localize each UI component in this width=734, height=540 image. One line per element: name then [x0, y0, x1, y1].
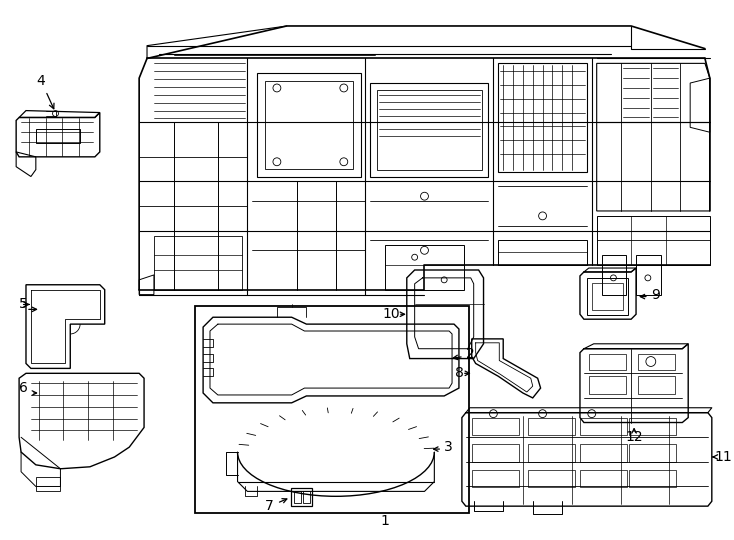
Bar: [528, 444, 575, 462]
Bar: [291, 489, 313, 506]
Bar: [638, 354, 675, 370]
Bar: [589, 376, 626, 394]
Bar: [36, 129, 80, 143]
Text: 8: 8: [455, 366, 464, 380]
Bar: [580, 470, 627, 488]
Bar: [629, 417, 677, 435]
Bar: [592, 283, 623, 310]
Text: 7: 7: [265, 499, 274, 513]
Bar: [580, 444, 627, 462]
Bar: [472, 444, 519, 462]
Bar: [589, 354, 626, 370]
Text: 10: 10: [382, 307, 400, 321]
Text: 2: 2: [466, 347, 475, 361]
Text: 12: 12: [625, 430, 643, 444]
Bar: [472, 417, 519, 435]
Text: 5: 5: [18, 298, 27, 312]
Text: 11: 11: [715, 450, 733, 464]
Text: 6: 6: [18, 381, 27, 395]
Bar: [528, 470, 575, 488]
Bar: [587, 278, 628, 315]
Bar: [638, 376, 675, 394]
Bar: [195, 306, 469, 513]
Text: 9: 9: [651, 288, 660, 302]
Text: 4: 4: [37, 74, 45, 88]
Text: 1: 1: [381, 514, 390, 528]
Bar: [294, 491, 300, 503]
Text: 3: 3: [444, 440, 453, 454]
Bar: [303, 491, 310, 503]
Bar: [629, 444, 677, 462]
Bar: [472, 470, 519, 488]
Bar: [528, 417, 575, 435]
Bar: [629, 470, 677, 488]
Bar: [580, 417, 627, 435]
